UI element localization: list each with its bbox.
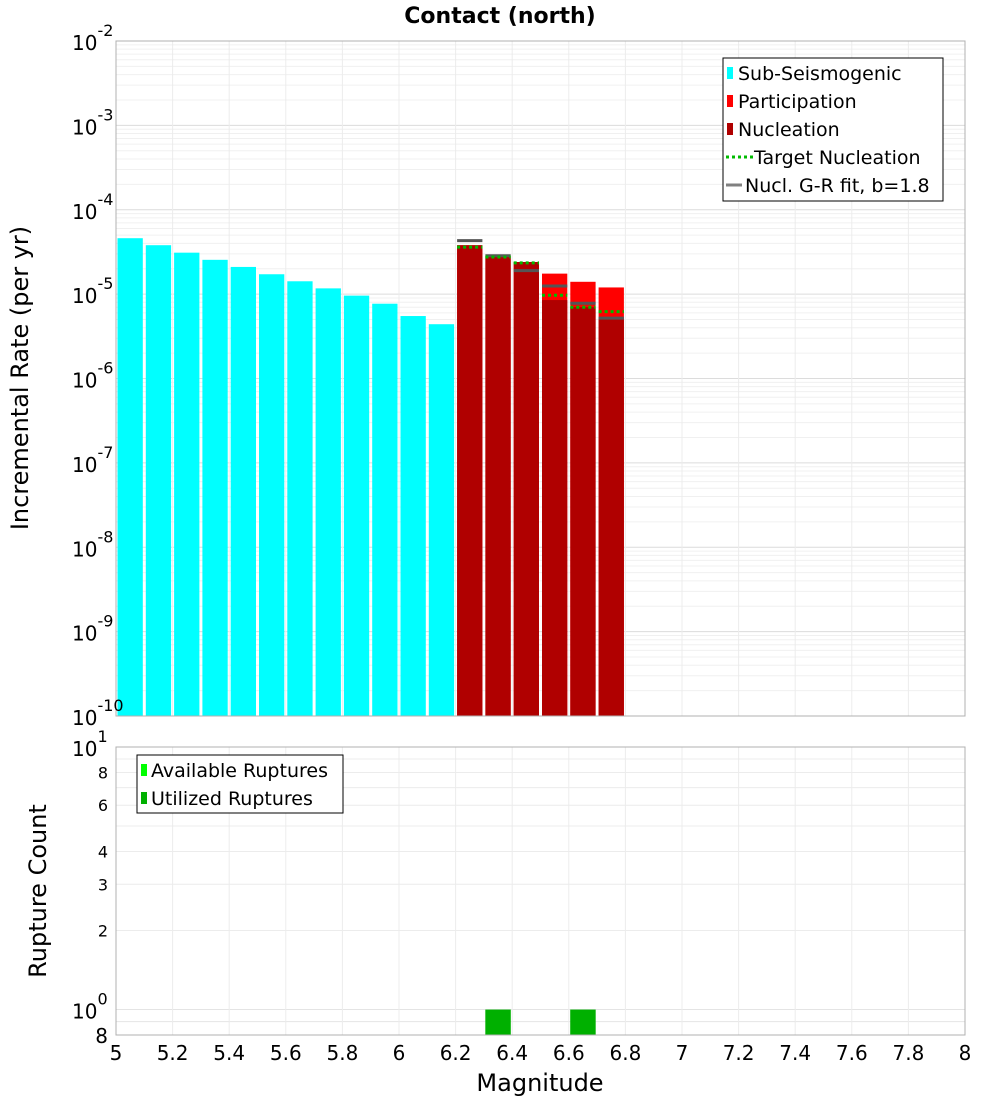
x-tick-label: 5.4 [213,1041,245,1065]
x-tick-label: 6.2 [440,1041,472,1065]
y-tick-label: 101 [72,727,108,761]
legend-box [136,754,344,814]
nucleation-bar [598,319,624,716]
sub-seismogenic-bar [259,274,285,716]
legend-box [722,57,944,202]
y-tick-label: 10-4 [72,190,113,224]
legend-swatch [727,67,733,79]
legend-label: Target Nucleation [753,147,921,169]
utilized-ruptures-bar [485,1009,511,1035]
x-tick-label: 6.8 [609,1041,641,1065]
x-tick-label: 7.4 [779,1041,811,1065]
legend-label: Nucleation [738,119,840,141]
y-axis-label: Rupture Count [24,804,52,978]
nucleation-bar [457,245,483,717]
chart-title: Contact (north) [404,4,595,29]
y-tick-label: 10-6 [72,359,113,393]
y-tick-label: 8 [95,1024,108,1048]
x-tick-label: 5 [110,1041,123,1065]
legend-label: Nucl. G-R fit, b=1.8 [745,175,930,197]
x-tick-label: 6.4 [496,1041,528,1065]
nucleation-bar [542,300,568,716]
sub-seismogenic-bar [202,259,228,716]
legend-swatch [141,792,147,804]
legend-swatch [141,764,147,776]
y-tick-label: 10-7 [72,443,113,477]
x-tick-label: 7.6 [836,1041,868,1065]
nucleation-bar [570,307,596,716]
x-tick-label: 6 [393,1041,406,1065]
legend-swatch [727,95,733,107]
sub-seismogenic-bar [230,266,256,716]
legend-label: Participation [738,91,857,113]
x-tick-label: 5.8 [326,1041,358,1065]
y-tick-label: 100 [72,990,108,1024]
legend: Sub-Seismogenic Participation Nucleation T… [722,57,944,202]
legend-label: Available Ruptures [151,760,328,782]
sub-seismogenic-bar [145,245,172,717]
nucleation-bar [485,256,511,716]
y-tick-label: 4 [98,842,108,861]
x-tick-label: 5.6 [270,1041,302,1065]
legend-label: Utilized Ruptures [151,788,313,810]
legend-label: Sub-Seismogenic [738,63,902,85]
sub-seismogenic-bar [343,295,370,716]
legend-swatch [727,123,733,135]
sub-seismogenic-bar [315,288,341,716]
y-tick-label: 10-8 [72,527,113,561]
x-axis-label: Magnitude [476,1069,603,1097]
plot-frame [115,746,966,1036]
y-axis-label: Incremental Rate (per yr) [6,226,34,530]
y-tick-label: 10-5 [72,274,113,308]
y-tick-label: 3 [98,875,108,894]
y-tick-label: 10-2 [72,21,113,55]
legend: Available Ruptures Utilized Ruptures [136,754,344,814]
y-tick-label: 10-9 [72,612,113,646]
sub-seismogenic-bar [287,281,313,716]
y-tick-label: 2 [98,922,108,941]
x-tick-label: 7.2 [723,1041,755,1065]
y-tick-label: 6 [98,796,108,815]
y-tick-label: 10-3 [72,105,113,139]
sub-seismogenic-bar [117,238,143,716]
nucleation-bar [513,262,539,716]
utilized-ruptures-bar [570,1009,596,1035]
rate-panel: 10-10 10-9 10-8 10-7 10-6 10-5 10-4 10-3 10-2 Inc… [6,21,966,730]
sub-seismogenic-bar [428,324,455,716]
x-tick-label: 6.6 [553,1041,585,1065]
sub-seismogenic-bar [400,316,426,716]
y-tick-label: 8 [98,763,108,782]
sub-seismogenic-bar [174,252,200,716]
x-tick-label: 8 [959,1041,972,1065]
x-tick-label: 5.2 [157,1041,189,1065]
y-tick-label: 10-10 [72,696,124,730]
sub-seismogenic-bar [372,303,398,716]
x-tick-label: 7.8 [892,1041,924,1065]
plot-frame [115,40,966,717]
x-tick-label: 7 [676,1041,689,1065]
